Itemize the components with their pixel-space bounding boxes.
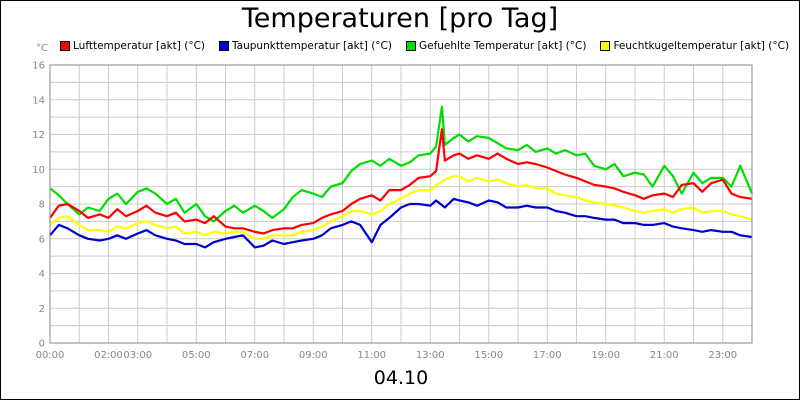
x-tick-label: 03:00 [123, 350, 152, 361]
legend-label-feuchtkugeltemperatur: Feuchtkugeltemperatur [akt] (°C) [613, 40, 790, 52]
x-tick-label: 00:00 [36, 350, 65, 361]
y-tick-label: 12 [32, 130, 45, 141]
chart-title: Temperaturen [pro Tag] [241, 3, 559, 34]
series-line-3 [49, 175, 753, 240]
x-tick-label: 05:00 [182, 350, 211, 361]
x-tick-label: 19:00 [591, 350, 620, 361]
legend-swatch-lufttemperatur [60, 41, 70, 51]
y-tick-label: 6 [39, 234, 45, 245]
legend-swatch-gefuehlte-temperatur [405, 41, 416, 51]
x-tick-label: 09:00 [299, 350, 328, 361]
legend: Lufttemperatur [akt] (°C) Taupunkttemper… [60, 39, 789, 53]
legend-swatch-feuchtkugeltemperatur [600, 41, 611, 51]
y-tick-label: 8 [39, 200, 45, 211]
x-tick-label: 23:00 [708, 350, 737, 361]
x-tick-label: 17:00 [533, 350, 562, 361]
y-tick-label: 2 [39, 304, 45, 315]
series-line-2 [49, 105, 754, 223]
y-tick-label: 10 [32, 165, 45, 176]
legend-item-feuchtkugeltemperatur: Feuchtkugeltemperatur [akt] (°C) [600, 39, 789, 53]
series-line-0 [49, 128, 753, 235]
x-tick-label: 07:00 [240, 350, 269, 361]
y-tick-label: 0 [39, 339, 45, 350]
x-tick-label: 21:00 [650, 350, 679, 361]
date-label: 04.10 [373, 367, 429, 389]
series-line-1 [49, 197, 753, 249]
plot-border [49, 64, 753, 344]
x-tick-label: 02:00 [94, 350, 123, 361]
y-tick-label: 14 [32, 95, 45, 106]
x-tick-label: 15:00 [474, 350, 503, 361]
y-axis-unit: °C [36, 43, 48, 54]
legend-item-taupunkttemperatur: Taupunkttemperatur [akt] (°C) [219, 39, 392, 53]
y-tick-label: 16 [32, 61, 45, 72]
x-tick-label: 11:00 [357, 350, 386, 361]
y-tick-label: 4 [39, 269, 45, 280]
legend-label-gefuehlte-temperatur: Gefuehlte Temperatur [akt] (°C) [418, 40, 587, 52]
legend-item-lufttemperatur: Lufttemperatur [akt] (°C) [60, 39, 205, 53]
legend-label-lufttemperatur: Lufttemperatur [akt] (°C) [73, 40, 205, 52]
legend-label-taupunkttemperatur: Taupunkttemperatur [akt] (°C) [232, 40, 392, 52]
x-tick-label: 13:00 [416, 350, 445, 361]
legend-swatch-taupunkttemperatur [219, 41, 229, 51]
legend-item-gefuehlte-temperatur: Gefuehlte Temperatur [akt] (°C) [405, 39, 587, 53]
